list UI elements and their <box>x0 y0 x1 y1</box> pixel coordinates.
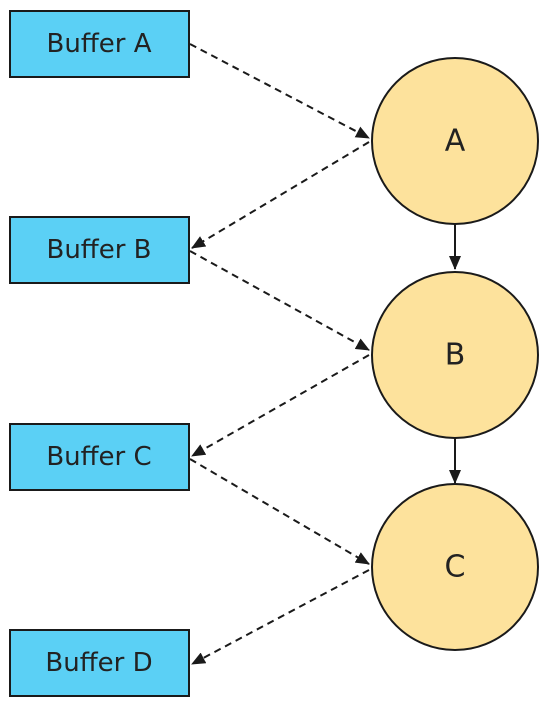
node-a-label: A <box>445 124 466 159</box>
buffer-c: Buffer C <box>9 423 190 491</box>
edge-node-a-to-buffer-b <box>191 141 370 249</box>
node-c-label: C <box>445 550 466 585</box>
node-c-circle <box>371 483 539 651</box>
buffer-b-box <box>9 216 190 284</box>
node-b-circle <box>371 271 539 439</box>
edge-buffer-a-to-node-a <box>189 43 370 139</box>
buffer-b: Buffer B <box>9 216 190 284</box>
node-b-label: B <box>445 338 466 373</box>
buffer-d: Buffer D <box>9 629 190 697</box>
edge-node-c-to-buffer-d <box>191 569 370 665</box>
edge-buffer-c-to-node-c <box>189 458 370 565</box>
edge-node-b-to-buffer-c <box>191 354 370 457</box>
edges <box>189 43 461 665</box>
buffer-b-label: Buffer B <box>46 235 151 265</box>
buffer-a-label: Buffer A <box>47 29 152 59</box>
buffer-c-label: Buffer C <box>46 442 151 472</box>
node-a: A <box>371 57 539 225</box>
buffer-d-box <box>9 629 190 697</box>
edge-buffer-b-to-node-b <box>189 250 370 351</box>
node-a-circle <box>371 57 539 225</box>
buffer-a: Buffer A <box>9 10 190 78</box>
buffer-a-box <box>9 10 190 78</box>
buffer-d-label: Buffer D <box>45 648 152 678</box>
node-c: C <box>371 483 539 651</box>
buffer-c-box <box>9 423 190 491</box>
node-b: B <box>371 271 539 439</box>
